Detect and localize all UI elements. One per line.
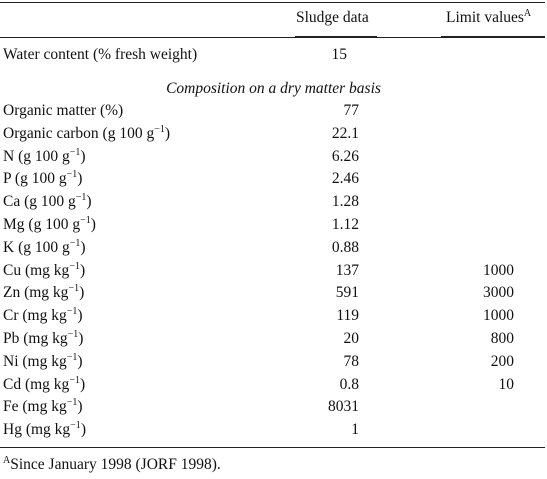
unit-tail: ) xyxy=(79,284,85,302)
sludge-value: 22.1 xyxy=(331,124,359,142)
unit-exponent: −1 xyxy=(75,192,87,204)
unit-tail: ) xyxy=(77,398,83,416)
row-label-text: Ni (mg kg xyxy=(3,352,67,370)
row-label: P (g 100 g−1) xyxy=(3,168,82,190)
row-label: K (g 100 g−1) xyxy=(3,237,86,259)
limit-value: 1000 xyxy=(483,307,514,325)
row-label: Hg (mg kg−1) xyxy=(3,419,86,441)
limit-value: 3000 xyxy=(483,284,514,302)
sludge-value: 591 xyxy=(335,284,359,302)
unit-tail: ) xyxy=(79,261,86,279)
sludge-value: 0.88 xyxy=(331,238,359,256)
unit-exponent: −1 xyxy=(66,397,78,409)
footnote-marker-label: A xyxy=(3,455,11,466)
limit-value: 1000 xyxy=(483,261,514,279)
unit-tail: ) xyxy=(78,330,84,347)
sludge-value: 1 xyxy=(351,421,359,439)
row-label: Mg (g 100 g−1) xyxy=(3,214,96,236)
sludge-value: 77 xyxy=(343,102,360,119)
limit-value: 10 xyxy=(498,375,515,393)
header-underline-limit xyxy=(441,36,545,37)
row-label-text: Hg (mg kg xyxy=(3,421,71,439)
unit-tail: ) xyxy=(80,421,86,439)
sludge-value: 1.28 xyxy=(331,193,359,211)
unit-tail: ) xyxy=(80,238,86,256)
unit-exponent: −1 xyxy=(80,215,91,226)
row-label-text: Fe (mg kg xyxy=(3,398,67,416)
row-label-text: K (g 100 g xyxy=(3,238,70,256)
row-label: Cd (mg kg−1) xyxy=(3,374,85,396)
row-label-text: Cu (mg kg xyxy=(3,261,70,279)
unit-tail: ) xyxy=(164,124,171,142)
unit-tail: ) xyxy=(77,170,83,188)
unit-exponent: −1 xyxy=(68,283,80,295)
row-label: Cr (mg kg−1) xyxy=(3,305,83,327)
header-underline-sludge xyxy=(295,36,377,37)
table-top-rule xyxy=(0,2,545,3)
unit-tail: ) xyxy=(80,147,86,165)
sludge-value: 0.8 xyxy=(339,375,359,393)
sludge-value: 137 xyxy=(335,261,359,279)
unit-tail: ) xyxy=(90,216,96,233)
water-content-sludge: 15 xyxy=(331,46,348,63)
unit-exponent: −1 xyxy=(69,237,81,249)
unit-exponent: −1 xyxy=(154,123,165,135)
sludge-value: 1.12 xyxy=(331,216,359,233)
table-bottom-rule xyxy=(0,447,545,448)
row-label-text: Ca (g 100 g xyxy=(3,193,76,211)
row-label: Fe (mg kg−1) xyxy=(3,396,83,418)
column-header-sludge: Sludge data xyxy=(296,9,369,26)
row-label-text: Organic carbon (g 100 g xyxy=(3,124,155,142)
column-header-limit: Limit valuesA xyxy=(446,7,531,29)
unit-exponent: −1 xyxy=(69,146,81,158)
footnote-marker: A xyxy=(523,8,532,19)
row-label-text: Pb (mg kg xyxy=(3,330,68,347)
row-label-text: Mg (g 100 g xyxy=(3,216,81,233)
row-label-text: Cr (mg kg xyxy=(3,307,67,325)
row-label: Cu (mg kg−1) xyxy=(3,260,85,282)
row-label: Organic carbon (g 100 g−1) xyxy=(3,123,170,145)
unit-tail: ) xyxy=(77,307,83,325)
row-label-text: P (g 100 g xyxy=(3,170,67,188)
header-rule xyxy=(0,37,545,38)
unit-tail: ) xyxy=(77,352,83,370)
unit-tail: ) xyxy=(79,375,86,393)
row-label-text: Cd (mg kg xyxy=(3,375,70,393)
row-label-text: Zn (mg kg xyxy=(3,284,69,302)
limit-value: 200 xyxy=(490,352,514,370)
sludge-value: 6.26 xyxy=(331,147,359,165)
unit-tail: ) xyxy=(86,193,92,211)
row-label: N (g 100 g−1) xyxy=(3,146,86,168)
footnote: ASince January 1998 (JORF 1998). xyxy=(3,454,221,476)
unit-exponent: −1 xyxy=(66,306,78,318)
unit-exponent: −1 xyxy=(67,329,79,340)
sludge-value: 78 xyxy=(343,352,360,370)
column-header-limit-text: Limit values xyxy=(446,9,524,26)
row-label-text: Organic matter (%) xyxy=(3,102,124,119)
row-label: Ca (g 100 g−1) xyxy=(3,191,92,213)
row-label: Pb (mg kg−1) xyxy=(3,328,83,350)
unit-exponent: −1 xyxy=(66,351,78,363)
section-title: Composition on a dry matter basis xyxy=(166,80,381,97)
footnote-text: Since January 1998 (JORF 1998). xyxy=(10,456,221,473)
sludge-value: 2.46 xyxy=(331,170,359,188)
unit-exponent: −1 xyxy=(69,260,80,272)
row-label: Zn (mg kg−1) xyxy=(3,282,84,304)
limit-value: 800 xyxy=(490,330,514,347)
sludge-value: 119 xyxy=(336,307,359,325)
row-label: Ni (mg kg−1) xyxy=(3,351,83,373)
water-content-label: Water content (% fresh weight) xyxy=(3,46,198,63)
unit-exponent: −1 xyxy=(70,420,81,432)
row-label-text: N (g 100 g xyxy=(3,147,70,165)
sludge-value: 20 xyxy=(343,330,360,347)
sludge-value: 8031 xyxy=(328,398,359,416)
row-label: Organic matter (%) xyxy=(3,100,123,122)
unit-exponent: −1 xyxy=(69,374,80,386)
unit-exponent: −1 xyxy=(66,169,78,181)
